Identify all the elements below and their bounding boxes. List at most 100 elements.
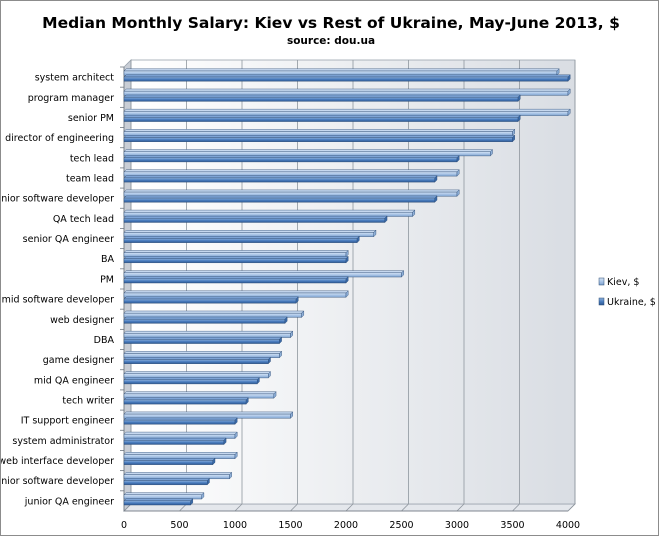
bar-kiev-top	[123, 88, 571, 92]
bar-kiev-face	[123, 111, 569, 116]
bar-kiev-face	[123, 292, 347, 298]
bar-ukraine-top	[123, 478, 210, 481]
bar-ukraine	[123, 336, 283, 345]
bar-kiev-top	[123, 411, 294, 415]
gridline-floor	[567, 503, 576, 512]
bar-ukraine	[123, 114, 521, 123]
bar-ukraine-top	[123, 175, 438, 179]
bar-ukraine-end	[234, 417, 238, 425]
bar-ukraine-top	[123, 94, 521, 98]
bar-kiev-face	[123, 454, 236, 459]
bar-kiev	[123, 492, 205, 500]
bar-kiev	[123, 249, 349, 258]
bar-kiev-end	[345, 249, 349, 258]
x-tick-label: 500	[170, 520, 188, 531]
bar-ukraine-end	[345, 276, 349, 284]
bar-ukraine-end	[517, 94, 521, 102]
bar-ukraine	[123, 477, 210, 486]
bar-ukraine-end	[223, 437, 227, 445]
bar-kiev-face	[123, 373, 269, 379]
bar-kiev	[123, 451, 238, 460]
bar-ukraine	[123, 195, 438, 203]
bar-kiev-top	[123, 351, 283, 354]
bar-kiev-top	[123, 270, 405, 274]
bar-ukraine-end	[456, 155, 460, 163]
category-label: team lead	[66, 174, 114, 185]
bar-kiev-face	[123, 70, 558, 76]
x-tick-label: 1500	[278, 520, 302, 531]
bar-kiev	[123, 169, 460, 177]
bar-kiev	[123, 431, 238, 439]
bar-ukraine	[123, 74, 571, 82]
bar-kiev-face	[123, 272, 402, 278]
bar-kiev	[123, 471, 233, 480]
bar-ukraine-top	[123, 276, 349, 280]
category-label: mid software developer	[2, 295, 114, 306]
bar-ukraine-top	[123, 336, 283, 340]
bar-kiev-face	[123, 494, 202, 500]
bar-kiev-top	[123, 310, 305, 314]
category-label: junior QA engineer	[24, 496, 114, 507]
bar-kiev-face	[123, 191, 458, 197]
bar-kiev	[123, 229, 377, 238]
bar-ukraine	[123, 94, 521, 102]
bar-kiev-face	[123, 171, 458, 177]
x-tick-label: 4000	[556, 520, 580, 531]
bar-kiev-top	[123, 431, 238, 435]
category-label: system administrator	[12, 436, 114, 447]
x-tick-label: 2000	[334, 520, 358, 531]
bar-ukraine-face	[123, 298, 297, 304]
bar-ukraine-top	[123, 498, 194, 502]
bar-kiev-top	[123, 149, 493, 152]
bar-ukraine-top	[123, 256, 349, 259]
bar-kiev	[123, 189, 460, 197]
category-label: junior software developer	[1, 476, 114, 487]
bar-kiev-end	[290, 330, 293, 339]
legend-swatch	[598, 297, 605, 306]
bar-kiev-top	[123, 330, 294, 334]
bar-kiev	[123, 290, 349, 298]
bar-ukraine-face	[123, 238, 358, 243]
category-label: tech lead	[70, 153, 114, 164]
bar-kiev-end	[567, 88, 571, 96]
bar-ukraine	[123, 437, 227, 445]
bar-kiev-face	[123, 474, 230, 480]
bar-ukraine-face	[123, 339, 280, 344]
gridline-floor	[401, 503, 409, 512]
bar-ukraine	[123, 255, 349, 264]
bar-kiev-end	[290, 411, 293, 419]
bar-kiev	[123, 330, 294, 339]
bar-ukraine-end	[295, 296, 299, 304]
bar-ukraine	[123, 155, 460, 163]
bar-ukraine	[123, 235, 360, 244]
bar-ukraine-face	[123, 278, 347, 284]
bar-ukraine-face	[123, 318, 286, 324]
bar-kiev-top	[123, 169, 460, 173]
bar-kiev-face	[123, 333, 291, 338]
legend-label: Kiev, $	[607, 277, 639, 288]
bar-kiev-top	[123, 391, 277, 395]
bar-kiev	[123, 209, 416, 217]
bar-ukraine	[123, 397, 249, 405]
category-label: senior software developer	[1, 194, 114, 205]
x-tick-label: 0	[121, 520, 127, 531]
category-label: web interface developer	[1, 456, 114, 467]
bar-kiev-end	[268, 371, 271, 379]
bar-kiev-top	[123, 492, 205, 496]
bar-kiev-end	[234, 451, 238, 460]
category-label: director of engineering	[5, 133, 114, 144]
bar-ukraine-face	[123, 359, 269, 364]
bar-kiev-end	[273, 391, 277, 399]
bar-kiev-face	[123, 151, 491, 157]
bar-kiev	[123, 68, 560, 76]
bar-ukraine-face	[123, 137, 513, 142]
gridline-floor	[345, 503, 354, 512]
bar-kiev	[123, 371, 271, 379]
chart-title: Median Monthly Salary: Kiev vs Rest of U…	[42, 14, 620, 32]
gridline-floor	[512, 503, 520, 512]
bar-ukraine	[123, 175, 438, 183]
bar-ukraine-face	[123, 218, 386, 223]
bar-ukraine-top	[123, 74, 571, 78]
bar-kiev-top	[123, 68, 560, 72]
category-label: PM	[100, 274, 114, 285]
